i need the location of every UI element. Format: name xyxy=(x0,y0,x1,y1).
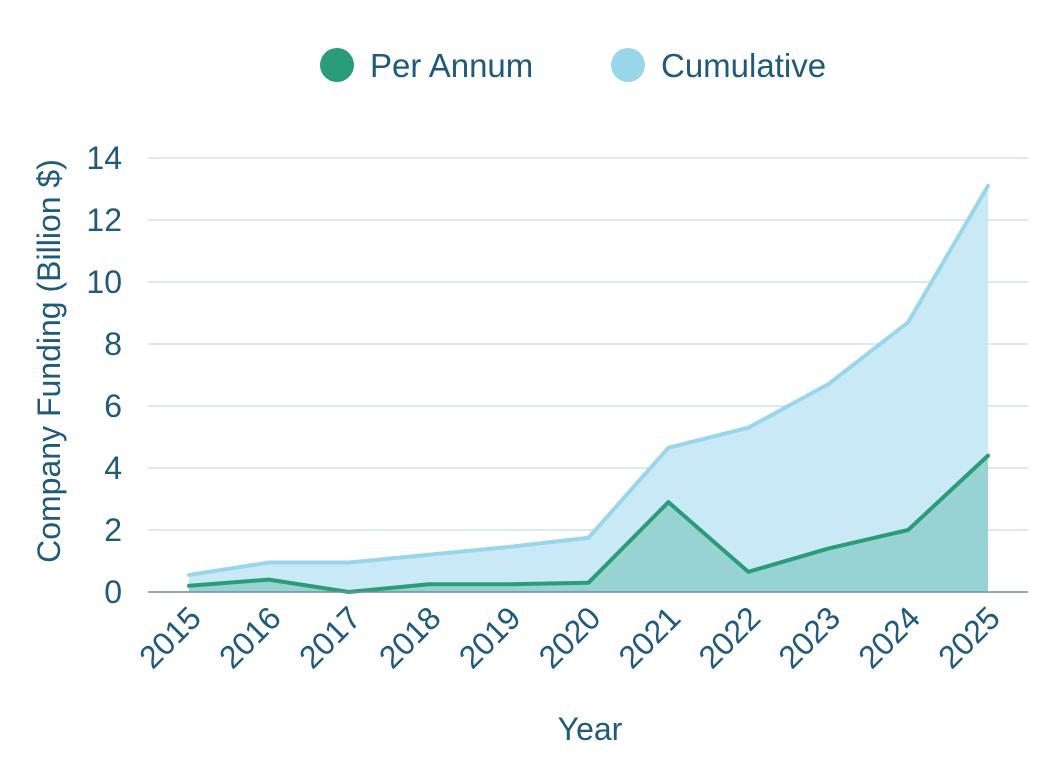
x-tick-label: 2017 xyxy=(292,599,368,675)
legend-label-per-annum: Per Annum xyxy=(370,47,533,84)
y-tick-label: 8 xyxy=(104,326,122,362)
x-tick-label: 2016 xyxy=(212,599,288,675)
x-tick-label: 2023 xyxy=(771,599,847,675)
cumulative-area xyxy=(189,185,988,592)
y-tick-label: 14 xyxy=(86,140,122,176)
x-tick-label: 2024 xyxy=(851,599,927,675)
y-tick-label: 2 xyxy=(104,512,122,548)
x-axis: 2015 2016 2017 2018 2019 2020 2021 2022 2023 2024… xyxy=(132,591,1028,675)
x-axis-title: Year xyxy=(558,711,623,747)
x-tick-label: 2022 xyxy=(691,599,767,675)
x-tick-label: 2020 xyxy=(532,599,608,675)
y-tick-label: 4 xyxy=(104,450,122,486)
x-tick-label: 2018 xyxy=(372,599,448,675)
y-axis-title: Company Funding (Billion $) xyxy=(31,159,67,563)
series-areas xyxy=(189,185,988,592)
grid-lines xyxy=(148,157,1028,531)
y-tick-label: 10 xyxy=(86,264,122,300)
y-axis: 0 2 4 6 8 10 12 14 xyxy=(86,140,122,610)
legend-label-cumulative: Cumulative xyxy=(661,47,826,84)
per-annum-area xyxy=(189,455,988,592)
y-tick-label: 0 xyxy=(104,574,122,610)
x-tick-label: 2021 xyxy=(612,599,688,675)
x-tick-label: 2019 xyxy=(452,599,528,675)
legend: Per Annum Cumulative xyxy=(320,47,826,84)
legend-marker-per-annum xyxy=(320,48,354,82)
per-annum-line xyxy=(187,453,990,594)
series-lines xyxy=(187,183,990,594)
x-tick-label: 2015 xyxy=(132,599,208,675)
legend-marker-cumulative xyxy=(611,48,645,82)
y-tick-label: 6 xyxy=(104,388,122,424)
x-tick-label: 2025 xyxy=(931,599,1007,675)
y-tick-label: 12 xyxy=(86,202,122,238)
cumulative-line xyxy=(187,183,990,577)
